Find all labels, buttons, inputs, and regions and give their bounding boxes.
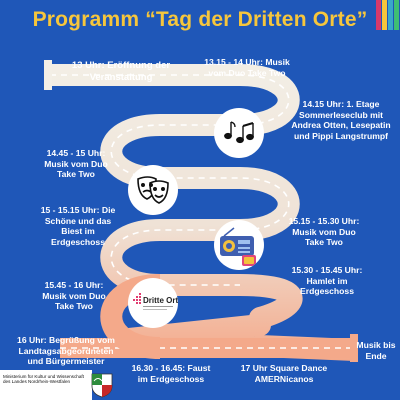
schedule-item-8: 15.45 - 16 Uhr: Musik vom Duo Take Two xyxy=(42,280,106,311)
radio-circle xyxy=(214,220,264,270)
schedule-item-3: 14.15 Uhr: 1. Etage Sommerleseclub mit A… xyxy=(291,99,391,141)
logo-circle: Dritte Orte xyxy=(128,278,178,328)
music-notes-icon xyxy=(224,121,254,144)
theatre-masks-icon xyxy=(137,176,169,204)
ministry-label: Ministerium für Kultur und Wissenschaft … xyxy=(3,374,84,385)
schedule-item-11: 17 Uhr Square Dance AMERNicanos xyxy=(240,363,328,384)
schedule-item-12: Musik bis Ende xyxy=(356,340,396,361)
stripe-pink xyxy=(376,0,381,30)
schedule-item-10: 16.30 - 16.45: Faust im Erdgeschoss xyxy=(131,363,211,384)
radio-icon xyxy=(220,227,256,266)
stripe-yellow xyxy=(382,0,387,30)
nrw-crest-icon xyxy=(91,373,113,398)
schedule-item-4: 14.45 - 15 Uhr: Musik vom Duo Take Two xyxy=(44,148,108,179)
end-marker xyxy=(350,334,358,362)
stripe-green xyxy=(394,0,399,30)
theatre-circle xyxy=(128,165,178,215)
schedule-item-2: 13.15 - 14 Uhr: Musik vom Duo Take Two xyxy=(204,57,290,78)
schedule-item-7: 15.30 - 15.45 Uhr: Hamlet im Erdgeschoss xyxy=(291,265,363,296)
dritte-orte-logo: Dritte Orte xyxy=(133,293,178,310)
page-title: Programm “Tag der Dritten Orte” xyxy=(32,8,368,31)
schedule-item-5: 15 - 15.15 Uhr: Die Schöne und das Biest… xyxy=(40,205,116,247)
schedule-item-1: 13 Uhr: Eröffnung der Veranstaltung xyxy=(71,60,171,83)
schedule-item-9: 16 Uhr: Begrüßung vom Landtagsabgeordnet… xyxy=(17,335,115,366)
svg-text:Dritte Orte: Dritte Orte xyxy=(143,296,178,305)
start-marker xyxy=(44,60,52,90)
road-center-line xyxy=(50,74,290,286)
footer-panel xyxy=(0,370,92,400)
music-circle xyxy=(214,108,264,158)
stripe-blue xyxy=(388,0,393,30)
schedule-item-6: 15.15 - 15.30 Uhr: Musik vom Duo Take Tw… xyxy=(288,216,360,247)
